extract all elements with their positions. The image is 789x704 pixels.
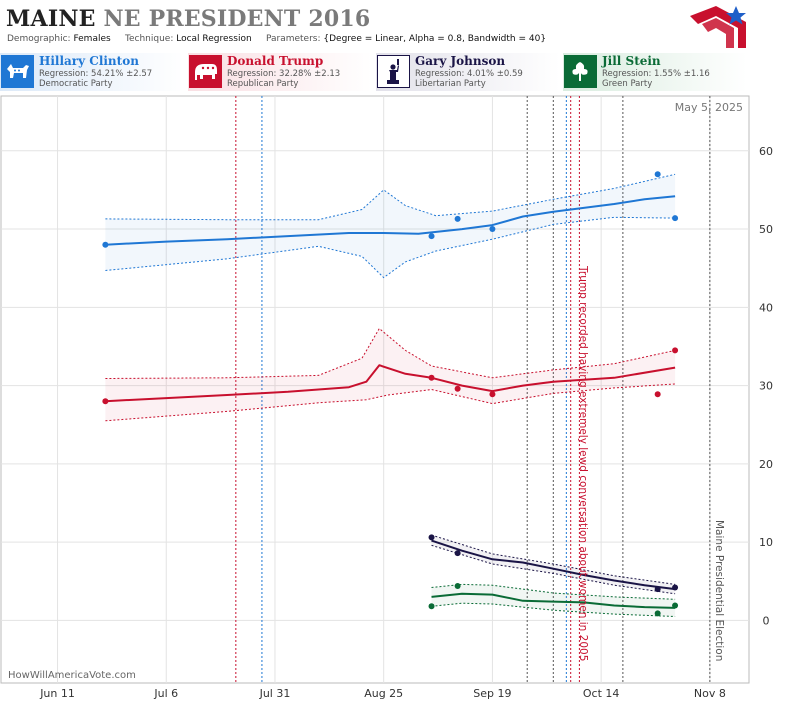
- parameters-label: Parameters:: [265, 34, 321, 44]
- candidate-party: Libertarian Party: [415, 79, 486, 89]
- candidate-regression: Regression: 54.21% ±2.57: [39, 69, 153, 79]
- trend-line-stein: [431, 592, 676, 609]
- poll-point-clinton: [654, 171, 661, 178]
- lower-bound-stein: [431, 602, 676, 617]
- candidate-card-johnson: Gary Johnson Regression: 4.01% ±0.59 Lib…: [376, 53, 560, 91]
- donkey-icon: [1, 55, 34, 88]
- plot-frame: [0, 95, 750, 684]
- poll-point-trump: [454, 385, 461, 392]
- y-tick-label: 0: [763, 614, 770, 627]
- technique-value: Local Regression: [176, 34, 252, 44]
- candidate-legend: Hillary Clinton Regression: 54.21% ±2.57…: [0, 53, 749, 93]
- candidate-party: Green Party: [602, 79, 653, 89]
- poll-point-johnson: [654, 586, 661, 593]
- poll-point-clinton: [672, 215, 679, 222]
- axes: 0 10 20 30 40 50 60 Jun 11 Jul 6 Jul 31 Aug 25 Sep …: [39, 145, 773, 700]
- candidate-regression: Regression: 32.28% ±2.13: [227, 69, 341, 79]
- poll-point-johnson: [428, 534, 435, 541]
- poll-point-johnson: [454, 550, 461, 557]
- upper-bound-trump: [105, 327, 676, 379]
- poll-point-trump: [102, 398, 109, 405]
- poll-point-trump: [428, 374, 435, 381]
- lower-bound-johnson: [431, 544, 676, 595]
- watermark: HowWillAmericaVote.com: [8, 670, 136, 681]
- y-tick-label: 60: [759, 145, 773, 158]
- upper-bound-johnson: [431, 534, 676, 585]
- candidate-regression: Regression: 1.55% ±1.16: [602, 69, 710, 79]
- page-title: MAINE NE PRESIDENT 2016: [6, 6, 370, 32]
- poll-point-trump: [654, 391, 661, 398]
- title-race: NE PRESIDENT 2016: [103, 6, 371, 32]
- confidence-band-trump: [105, 328, 676, 421]
- lower-bound-clinton: [105, 216, 676, 279]
- x-tick-label: Oct 14: [583, 687, 620, 700]
- confidence-band-stein: [431, 584, 676, 617]
- y-tick-label: 50: [759, 223, 773, 236]
- site-logo-icon: [690, 6, 746, 48]
- x-tick-label: Aug 25: [364, 687, 403, 700]
- event-annotation-election: Maine Presidential Election: [713, 520, 725, 661]
- poll-point-clinton: [489, 226, 496, 233]
- x-tick-label: Jul 6: [153, 687, 178, 700]
- candidate-name: Jill Stein: [602, 54, 661, 68]
- y-tick-label: 20: [759, 458, 773, 471]
- poll-point-stein: [672, 602, 679, 609]
- poll-point-stein: [654, 610, 661, 617]
- poll-point-clinton: [428, 233, 435, 240]
- candidate-party: Republican Party: [227, 79, 299, 89]
- demographic-label: Demographic:: [7, 34, 71, 44]
- upper-bound-clinton: [105, 173, 676, 221]
- candidate-regression: Regression: 4.01% ±0.59: [415, 69, 523, 79]
- lower-bound-trump: [105, 383, 676, 422]
- trend-line-johnson: [431, 539, 676, 591]
- title-state: MAINE: [6, 6, 96, 32]
- poll-point-trump: [489, 391, 496, 398]
- y-tick-label: 40: [759, 301, 773, 314]
- series-layer: [102, 171, 679, 617]
- x-tick-label: Jun 11: [39, 687, 75, 700]
- candidate-name: Gary Johnson: [415, 54, 506, 68]
- y-tick-label: 30: [759, 380, 773, 393]
- liberty-statue-icon: [377, 55, 410, 88]
- poll-point-clinton: [102, 241, 109, 248]
- date-stamp: May 5, 2025: [675, 101, 743, 114]
- elephant-icon: [189, 55, 222, 88]
- trend-line-clinton: [105, 195, 676, 246]
- poll-point-clinton: [454, 215, 461, 222]
- y-tick-label: 10: [759, 536, 773, 549]
- candidate-card-clinton: Hillary Clinton Regression: 54.21% ±2.57…: [0, 53, 184, 91]
- parameters-line: Demographic: Females Technique: Local Re…: [7, 34, 546, 44]
- tree-icon: [564, 55, 597, 88]
- parameters-value: {Degree = Linear, Alpha = 0.8, Bandwidth…: [323, 34, 547, 44]
- candidate-name: Hillary Clinton: [39, 54, 139, 68]
- candidate-name: Donald Trump: [227, 54, 324, 68]
- event-annotation-trump-tape: Trump recorded having extremely lewd con…: [577, 265, 589, 661]
- candidate-card-trump: Donald Trump Regression: 32.28% ±2.13 Re…: [188, 53, 372, 91]
- technique-label: Technique:: [125, 34, 174, 44]
- x-tick-label: Sep 19: [473, 687, 511, 700]
- poll-point-stein: [454, 582, 461, 589]
- poll-point-johnson: [672, 584, 679, 591]
- candidate-party: Democratic Party: [39, 79, 113, 89]
- poll-point-trump: [672, 347, 679, 354]
- event-lines: [235, 96, 711, 683]
- x-tick-label: Jul 31: [259, 687, 291, 700]
- confidence-band-clinton: [105, 174, 676, 278]
- candidate-card-stein: Jill Stein Regression: 1.55% ±1.16 Green…: [563, 53, 747, 91]
- demographic-value: Females: [73, 34, 111, 44]
- trend-line-trump: [105, 364, 676, 403]
- x-tick-label: Nov 8: [694, 687, 726, 700]
- poll-point-stein: [428, 603, 435, 610]
